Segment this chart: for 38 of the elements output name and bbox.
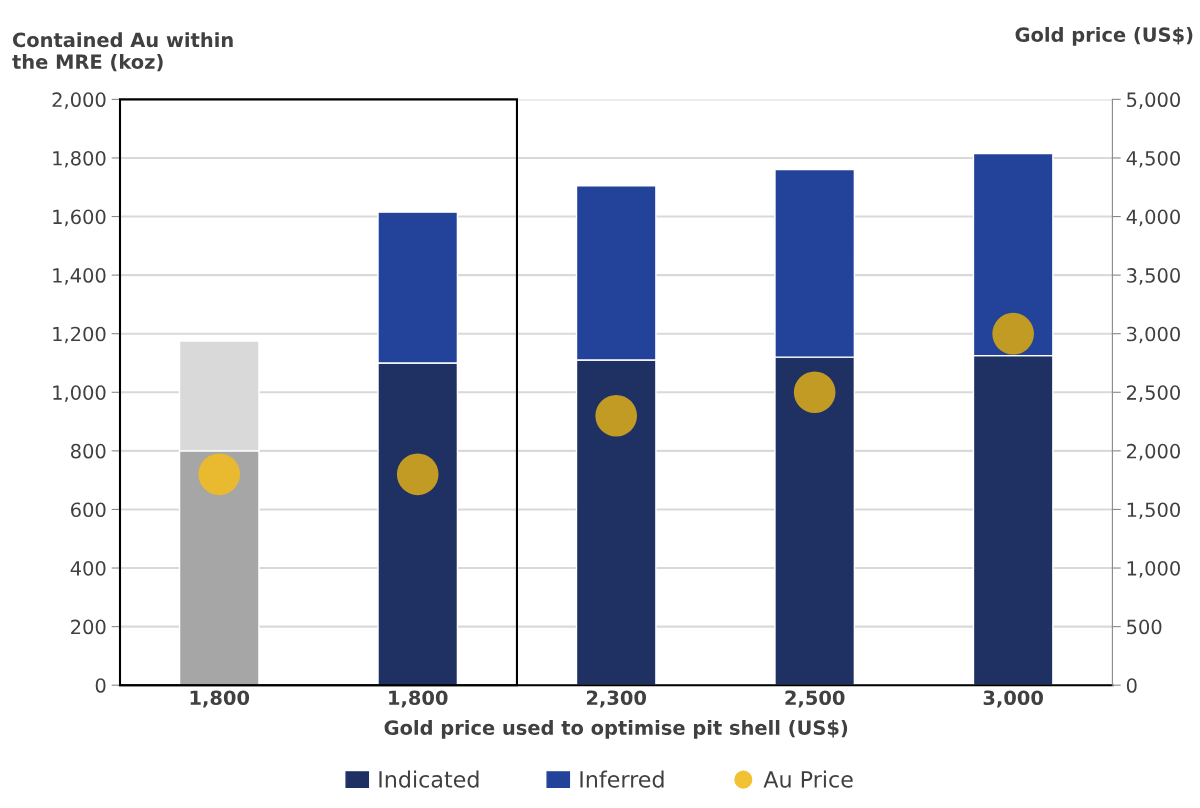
x-tick-label: 1,800	[389, 690, 448, 708]
y2-tick-label: 1,000	[1127, 560, 1180, 578]
y-tick-label: 1,800	[53, 150, 106, 168]
y2-tick-label: 2,500	[1127, 385, 1180, 402]
x-axis-title: Gold price used to optimise pit shell (US$)	[384, 719, 848, 739]
y2-tick-label: 3,500	[1127, 268, 1180, 285]
y2-tick-label: 3,000	[1127, 326, 1180, 344]
y-tick-label: 1,000	[53, 385, 106, 402]
y-tick-label: 0	[95, 678, 106, 693]
legend-label: Au Price	[763, 770, 853, 788]
y-axis-title: Contained Au within the MRE (koz)	[12, 32, 233, 72]
y-tick-label: 1,400	[53, 268, 106, 285]
point	[198, 453, 241, 496]
y-tick-label: 400	[70, 560, 106, 576]
y2-tick-label: 1,500	[1127, 502, 1180, 520]
y2-axis-title: Gold price (US$)	[1015, 26, 1193, 46]
y2-tick-label: 4,500	[1126, 150, 1180, 168]
x-tick-label: 3,000	[983, 690, 1043, 708]
legend-label: Indicated	[379, 770, 479, 788]
x-tick-label: 2,500	[785, 690, 845, 708]
y2-tick-label: 4,000	[1126, 209, 1180, 227]
y2-tick-label: 500	[1127, 619, 1162, 635]
y-tick-label: 200	[71, 619, 106, 635]
y2-tick-label: 0	[1126, 678, 1137, 693]
x-tick-label: 1,800	[190, 690, 250, 708]
y2-tick-label: 2,000	[1127, 443, 1180, 461]
legend-label: Inferred	[580, 770, 664, 788]
y2-tick-label: 5,000	[1127, 92, 1180, 110]
point	[595, 394, 638, 437]
y-tick-label: 1,200	[53, 326, 106, 344]
y-tick-label: 800	[71, 443, 106, 459]
x-tick-label: 2,300	[586, 690, 647, 708]
point	[396, 453, 439, 496]
y-tick-label: 1,600	[53, 209, 106, 227]
y-tick-label: 2,000	[52, 92, 106, 110]
y-tick-label: 600	[71, 502, 106, 518]
point	[992, 312, 1034, 355]
point	[793, 371, 836, 414]
